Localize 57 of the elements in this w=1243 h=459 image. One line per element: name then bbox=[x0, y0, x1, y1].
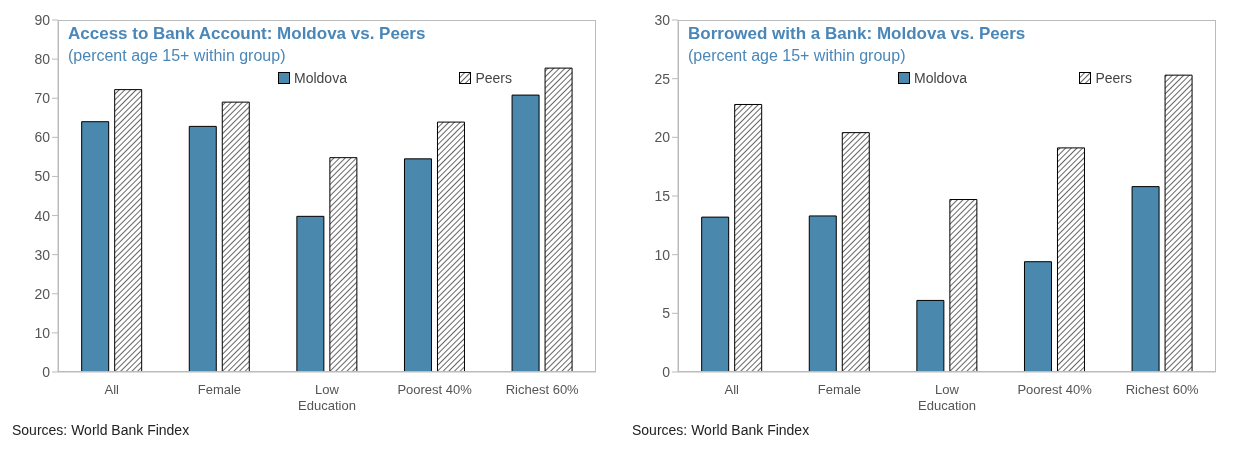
y-tick-label: 90 bbox=[34, 11, 51, 28]
y-tick-label: 15 bbox=[654, 187, 671, 204]
bar bbox=[949, 199, 978, 372]
source-note: Sources: World Bank Findex bbox=[12, 422, 190, 438]
y-tick-label: 50 bbox=[34, 168, 51, 185]
bar bbox=[841, 132, 870, 372]
y-tick-label: 0 bbox=[662, 363, 671, 380]
x-tick-label: Richest 60% bbox=[1125, 382, 1200, 397]
y-tick-label: 0 bbox=[42, 363, 51, 380]
bar bbox=[188, 125, 217, 372]
bar bbox=[511, 94, 540, 372]
bar bbox=[81, 121, 110, 372]
legend-label: Peers bbox=[475, 70, 512, 86]
text: (percent age 15+ within group) bbox=[688, 47, 907, 65]
y-tick-label: 40 bbox=[34, 207, 51, 224]
x-tick-label: Female bbox=[197, 382, 242, 397]
legend-label: Moldova bbox=[294, 70, 347, 86]
bar bbox=[701, 216, 730, 372]
bar bbox=[1023, 261, 1052, 372]
y-tick-label: 30 bbox=[34, 246, 51, 263]
x-tick-label: All bbox=[724, 382, 740, 397]
y-tick-label: 10 bbox=[654, 246, 671, 263]
x-tick-label: All bbox=[104, 382, 120, 397]
bar bbox=[544, 67, 573, 372]
y-tick-label: 70 bbox=[34, 90, 51, 107]
source-note: Sources: World Bank Findex bbox=[632, 422, 810, 438]
y-tick-label: 5 bbox=[662, 305, 671, 322]
y-tick-label: 30 bbox=[654, 11, 671, 28]
chart-title: Borrowed with a Bank: Moldova vs. Peers bbox=[688, 24, 1026, 44]
bar bbox=[1056, 147, 1085, 372]
bar bbox=[403, 158, 432, 372]
x-tick-label: Female bbox=[817, 382, 862, 397]
y-tick-label: 20 bbox=[34, 285, 51, 302]
bar bbox=[329, 157, 358, 372]
bar bbox=[436, 121, 465, 372]
bar bbox=[1164, 74, 1193, 372]
y-tick-label: 80 bbox=[34, 51, 51, 68]
text: (percent age 15+ within group) bbox=[68, 47, 287, 65]
x-tick-label: Poorest 40% bbox=[397, 382, 473, 397]
y-tick-label: 20 bbox=[654, 129, 671, 146]
y-tick-label: 10 bbox=[34, 324, 51, 341]
legend-label: Moldova bbox=[914, 70, 967, 86]
bar bbox=[916, 299, 945, 372]
x-tick-label: Low Education bbox=[918, 382, 976, 413]
legend-label: Peers bbox=[1095, 70, 1132, 86]
x-tick-label: Richest 60% bbox=[505, 382, 580, 397]
bar bbox=[114, 89, 143, 372]
chart-title: Access to Bank Account: Moldova vs. Peers bbox=[68, 24, 426, 44]
bar bbox=[1131, 186, 1160, 372]
x-tick-label: Poorest 40% bbox=[1017, 382, 1093, 397]
bar bbox=[734, 103, 763, 372]
bar bbox=[296, 215, 325, 372]
bar bbox=[808, 215, 837, 372]
bar bbox=[221, 101, 250, 372]
y-tick-label: 25 bbox=[654, 70, 671, 87]
x-tick-label: Low Education bbox=[298, 382, 356, 413]
y-tick-label: 60 bbox=[34, 129, 51, 146]
